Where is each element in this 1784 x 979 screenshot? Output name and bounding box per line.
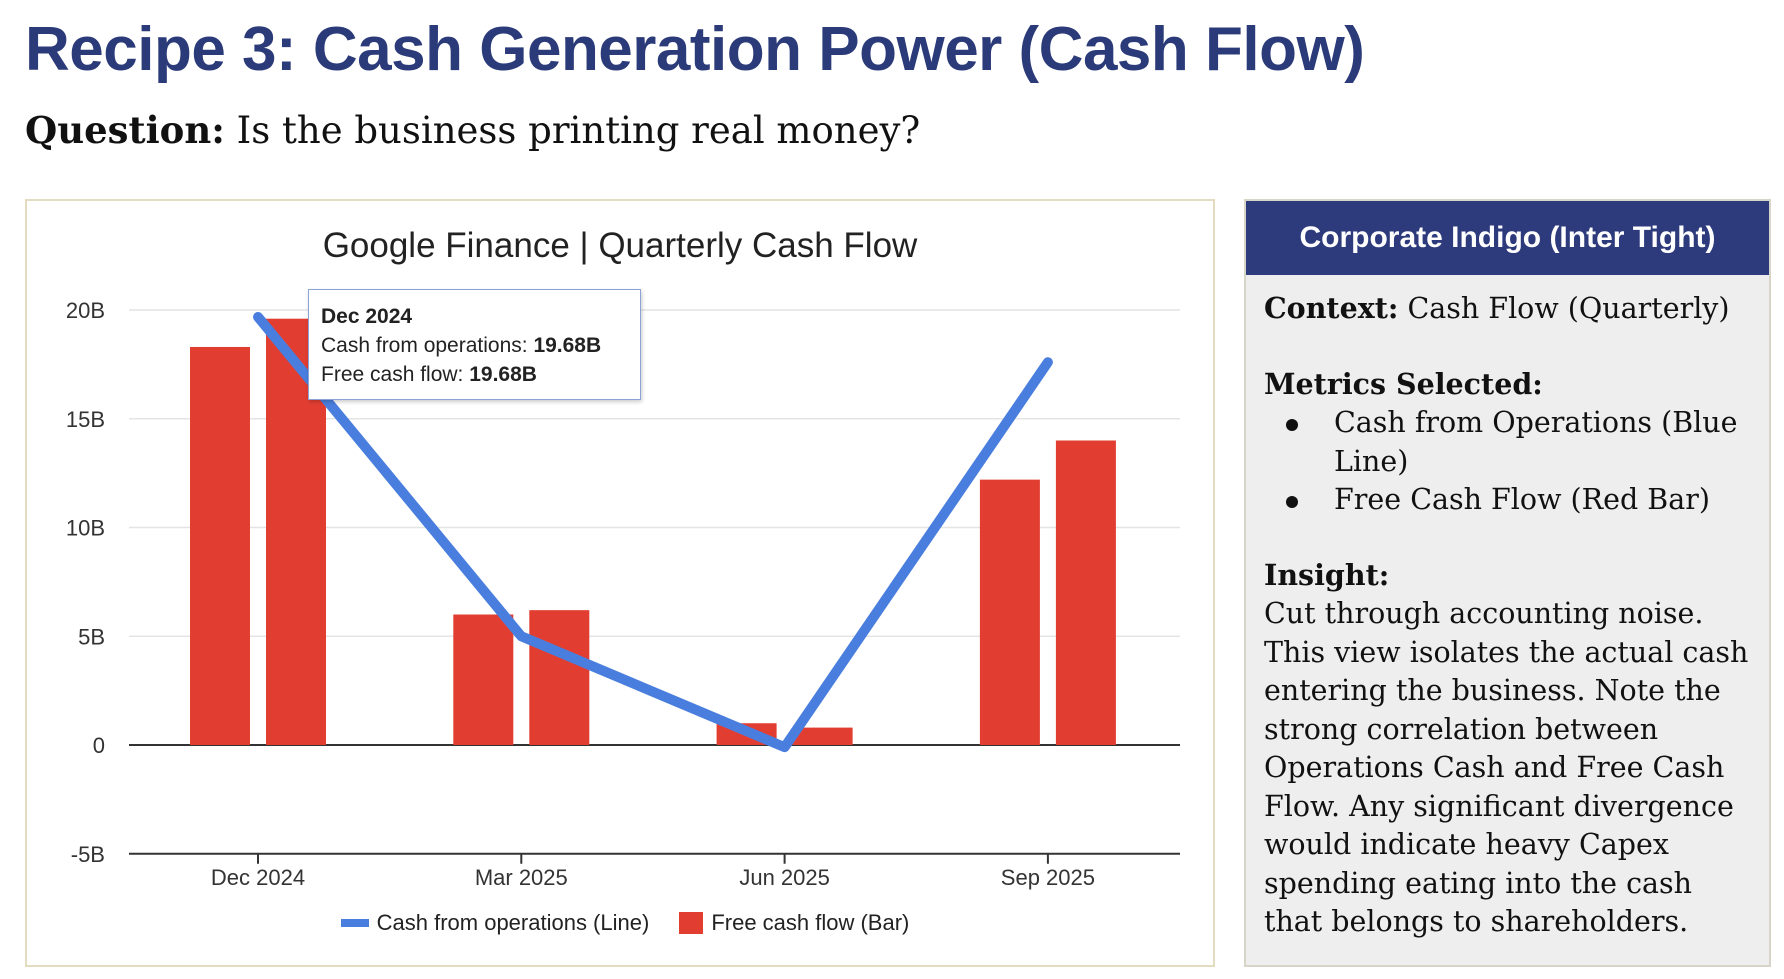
question-label: Question:	[25, 108, 225, 152]
x-tick-label: Dec 2024	[211, 865, 305, 890]
legend-item-fcf[interactable]: Free cash flow (Bar)	[679, 910, 909, 936]
legend-bar-swatch	[679, 912, 704, 934]
fcf-bar	[979, 479, 1040, 745]
tooltip-line-ops: Cash from operations: 19.68B	[321, 331, 628, 360]
tooltip-ops-value: 19.68B	[533, 334, 602, 357]
chart-plot: 20B 15B 10B 5B 0 -5B Dec 2024 Mar 2025 Jun 2025 S…	[66, 298, 1180, 890]
legend-item-ops[interactable]: Cash from operations (Line)	[340, 910, 650, 936]
question-text: Is the business printing real money?	[224, 109, 921, 152]
metric-item: Free Cash Flow (Red Bar)	[1264, 481, 1751, 520]
y-tick-label: 20B	[66, 298, 105, 323]
metrics-list: Cash from Operations (Blue Line) Free Ca…	[1264, 404, 1751, 520]
tooltip-title: Dec 2024	[321, 305, 413, 328]
panel-header: Corporate Indigo (Inter Tight)	[1246, 201, 1769, 275]
y-tick-label: -5B	[71, 842, 105, 867]
fcf-bar	[792, 727, 853, 745]
ops-line	[253, 311, 1053, 753]
fcf-bar	[529, 610, 590, 745]
tooltip-line-fcf: Free cash flow: 19.68B	[321, 360, 628, 389]
context-label: Context:	[1264, 291, 1399, 325]
panel-body: Context: Cash Flow (Quarterly) Metrics S…	[1246, 275, 1769, 942]
x-tick-label: Sep 2025	[1001, 865, 1095, 890]
insight-label: Insight:	[1264, 557, 1390, 592]
y-tick-label: 15B	[66, 407, 105, 432]
legend-line-swatch	[340, 919, 369, 927]
legend-label: Free cash flow (Bar)	[711, 910, 910, 935]
chart-title: Google Finance | Quarterly Cash Flow	[322, 226, 918, 265]
metrics-label: Metrics Selected:	[1264, 366, 1543, 401]
fcf-bar	[190, 346, 250, 745]
fcf-bar	[453, 614, 514, 745]
x-tick-label: Jun 2025	[739, 865, 830, 890]
chart-legend: Cash from operations (Line) Free cash fl…	[0, 910, 1250, 936]
info-panel: Corporate Indigo (Inter Tight) Context: …	[1244, 199, 1771, 967]
tooltip-fcf-value: 19.68B	[469, 363, 537, 386]
insight-text: Cut through accounting noise. This view …	[1264, 597, 1749, 938]
y-tick-label: 10B	[66, 516, 105, 541]
page-title: Recipe 3: Cash Generation Power (Cash Fl…	[25, 15, 1365, 84]
y-tick-label: 5B	[78, 624, 105, 649]
context-text: Cash Flow (Quarterly)	[1398, 292, 1730, 325]
fcf-bar	[1055, 440, 1116, 745]
metrics-heading: Metrics Selected:	[1264, 365, 1751, 405]
y-tick-label: 0	[93, 733, 105, 758]
legend-label: Cash from operations (Line)	[376, 910, 650, 935]
tooltip-ops-label: Cash from operations:	[321, 334, 534, 357]
insight-heading: Insight:	[1264, 556, 1751, 596]
context: Context: Cash Flow (Quarterly)	[1264, 289, 1751, 329]
metric-item: Cash from Operations (Blue Line)	[1264, 404, 1751, 481]
x-tick-label: Mar 2025	[475, 865, 568, 890]
question: Question: Is the business printing real …	[25, 108, 920, 152]
tooltip-fcf-label: Free cash flow:	[321, 363, 470, 386]
chart-tooltip: Dec 2024 Cash from operations: 19.68B Fr…	[308, 289, 641, 400]
